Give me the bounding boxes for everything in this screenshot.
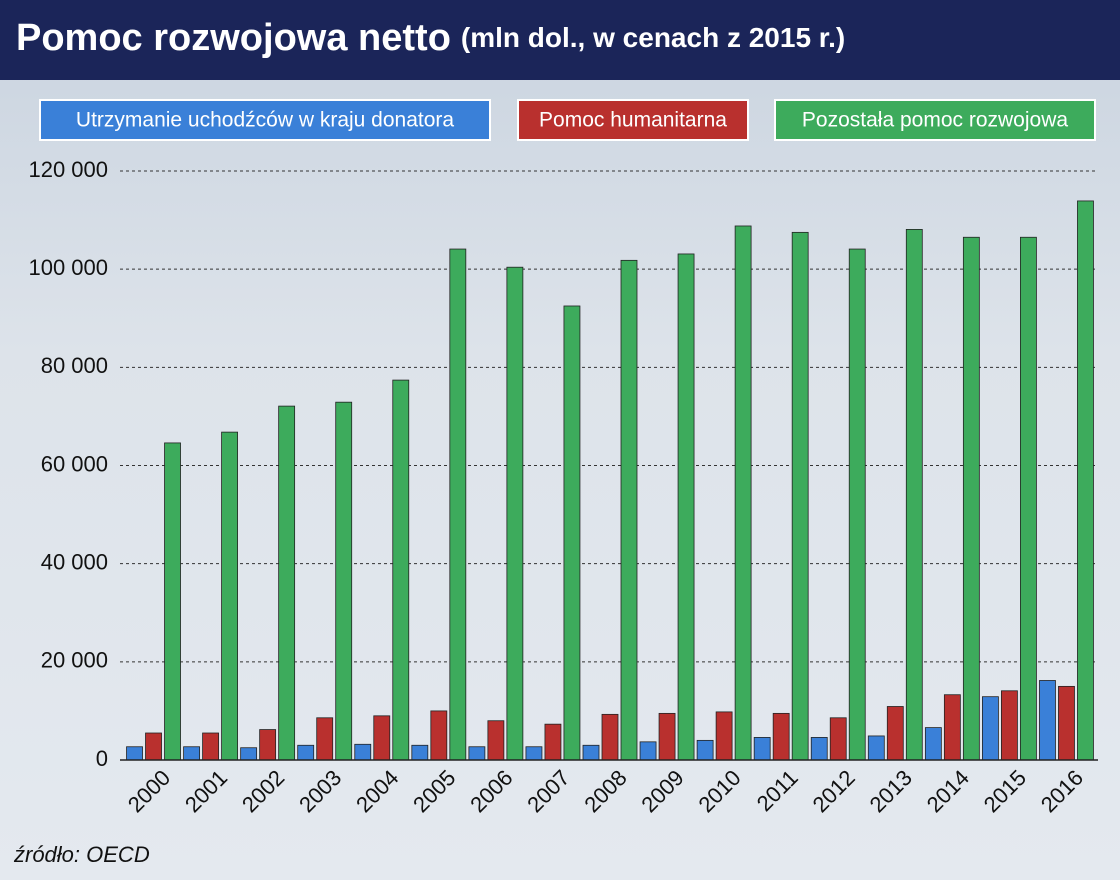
y-tick-label: 100 000 <box>28 255 108 280</box>
bar <box>1020 236 1037 761</box>
bar <box>487 720 505 761</box>
bar <box>1077 200 1094 761</box>
bar <box>259 729 277 761</box>
bar <box>829 717 847 761</box>
bar <box>753 737 771 761</box>
bar <box>202 732 219 761</box>
bar <box>943 694 961 761</box>
bar <box>620 259 638 761</box>
bar <box>316 717 334 761</box>
bar <box>867 735 885 761</box>
y-tick-label: 40 000 <box>41 549 108 574</box>
plot: 0 20 000 40 000 60 000 80 000 100 000 120 000 U… <box>28 99 1098 817</box>
y-tick-label: 80 000 <box>41 353 108 378</box>
bar <box>145 732 162 761</box>
bar <box>658 712 676 761</box>
y-tick-label: 60 000 <box>41 451 108 476</box>
y-tick-label: 20 000 <box>41 648 108 673</box>
bar <box>240 747 258 761</box>
bar <box>924 727 942 761</box>
chart-subtitle: (mln dol., w cenach z 2015 r.) <box>461 22 845 53</box>
bar <box>1058 685 1075 761</box>
bar <box>430 710 448 761</box>
bar <box>791 231 809 761</box>
bar <box>582 744 600 761</box>
bar <box>810 737 828 761</box>
bar <box>468 746 486 761</box>
source-note: źródło: OECD <box>13 842 150 867</box>
legend-swatch <box>517 99 749 141</box>
header-band <box>0 0 1120 80</box>
bar <box>772 712 790 761</box>
bar <box>544 723 562 761</box>
chart-title: Pomoc rozwojowa netto <box>16 17 451 59</box>
bar <box>715 711 733 761</box>
bar <box>221 431 238 761</box>
bar <box>392 379 410 761</box>
bar <box>525 746 543 761</box>
bar <box>886 706 904 761</box>
bar <box>677 253 695 761</box>
bar <box>411 744 429 761</box>
bar <box>506 266 524 761</box>
legend-label: Pozostała pomoc rozwojowa <box>802 109 1068 132</box>
bar <box>373 715 391 761</box>
bar <box>734 225 752 761</box>
y-tick-label: 120 000 <box>28 157 108 182</box>
bar <box>639 741 657 761</box>
bar <box>335 401 353 761</box>
legend-label: Utrzymanie uchodźców w kraju donatora <box>76 109 454 132</box>
legend-label: Pomoc humanitarna <box>539 109 727 132</box>
bar <box>982 696 999 761</box>
bar <box>1039 680 1056 761</box>
legend-swatch <box>774 99 1096 141</box>
title-line: Pomoc rozwojowa netto (mln dol., w cenach… <box>16 17 845 59</box>
bar <box>696 739 714 761</box>
bar <box>183 746 200 761</box>
bar <box>1001 690 1018 761</box>
bar <box>601 713 619 761</box>
bar <box>126 746 143 761</box>
y-tick-label: 0 <box>96 746 108 771</box>
bar <box>164 442 181 761</box>
bar <box>354 743 372 761</box>
bar <box>905 229 923 761</box>
bar <box>848 248 866 761</box>
bar <box>297 744 315 761</box>
bar <box>278 405 296 761</box>
legend-swatch <box>39 99 491 141</box>
bar <box>563 305 581 761</box>
bar <box>962 236 980 761</box>
bar <box>449 248 467 761</box>
